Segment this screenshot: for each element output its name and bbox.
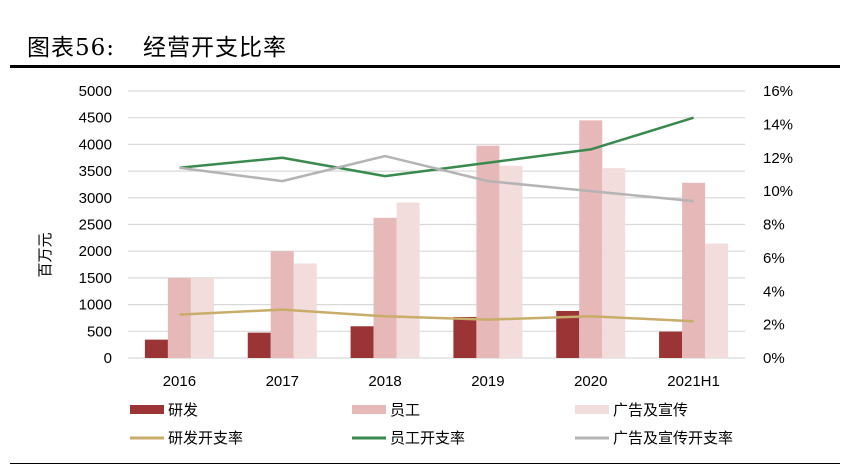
legend-label: 研发开支率 [168, 429, 243, 447]
y-tick-label: 5000 [79, 83, 112, 100]
y-axis-label: 百万元 [36, 232, 54, 277]
x-tick-label: 2016 [163, 373, 196, 390]
y-tick-label: 4500 [79, 110, 112, 127]
y-tick-label: 500 [87, 323, 112, 340]
legend-swatch [130, 405, 164, 414]
figure-title: 图表56: 经营开支比率 [27, 28, 287, 62]
bar-0 [144, 339, 168, 358]
figure-title-text: 经营开支比率 [143, 35, 288, 61]
bar-2 [396, 202, 420, 358]
y-tick-label: 3500 [79, 163, 112, 180]
legend-label: 广告及宣传开支率 [613, 429, 733, 447]
legend-label: 员工 [390, 401, 420, 419]
legend-swatch [575, 405, 609, 414]
bar-2 [705, 243, 729, 358]
bar-2 [190, 277, 214, 358]
y-tick-label: 1000 [79, 297, 112, 314]
y2-tick-label: 8% [763, 217, 785, 234]
y-tick-label: 2500 [79, 217, 112, 234]
figure-number: 图表56: [27, 35, 116, 61]
legend-label: 研发 [168, 401, 198, 419]
bottom-rule [10, 463, 840, 464]
y-tick-label: 1500 [79, 270, 112, 287]
bar-0 [659, 331, 683, 358]
x-tick-label: 2021H1 [667, 373, 720, 390]
x-tick-label: 2018 [368, 373, 401, 390]
y2-tick-label: 12% [763, 150, 793, 167]
line-series-0 [179, 308, 694, 323]
y-tick-label: 4000 [79, 136, 112, 153]
line-series-2 [179, 154, 694, 203]
x-tick-label: 2017 [266, 373, 299, 390]
y-tick-label: 2000 [79, 243, 112, 260]
bar-1 [476, 145, 500, 358]
y2-tick-label: 6% [763, 250, 785, 267]
x-tick-label: 2019 [471, 373, 504, 390]
bar-0 [453, 316, 477, 358]
x-tick-label: 2020 [574, 373, 607, 390]
y-tick-label: 3000 [79, 190, 112, 207]
bar-2 [602, 168, 626, 358]
title-rule [10, 65, 840, 68]
y2-tick-label: 10% [763, 183, 793, 200]
bar-1 [579, 120, 603, 359]
bar-0 [556, 310, 580, 358]
y2-tick-label: 2% [763, 317, 785, 334]
bar-1 [682, 182, 706, 358]
y2-tick-label: 16% [763, 83, 793, 100]
bar-1 [373, 217, 397, 358]
y2-tick-label: 4% [763, 283, 785, 300]
y2-tick-label: 14% [763, 116, 793, 133]
bar-0 [247, 332, 271, 358]
legend-swatch [352, 405, 386, 414]
bar-2 [499, 165, 523, 358]
bar-1 [167, 277, 191, 358]
bar-0 [350, 326, 374, 358]
y2-tick-label: 0% [763, 350, 785, 367]
bar-1 [270, 251, 294, 358]
legend-label: 员工开支率 [390, 429, 465, 447]
legend-label: 广告及宣传 [613, 401, 688, 419]
y-tick-label: 0 [104, 350, 112, 367]
